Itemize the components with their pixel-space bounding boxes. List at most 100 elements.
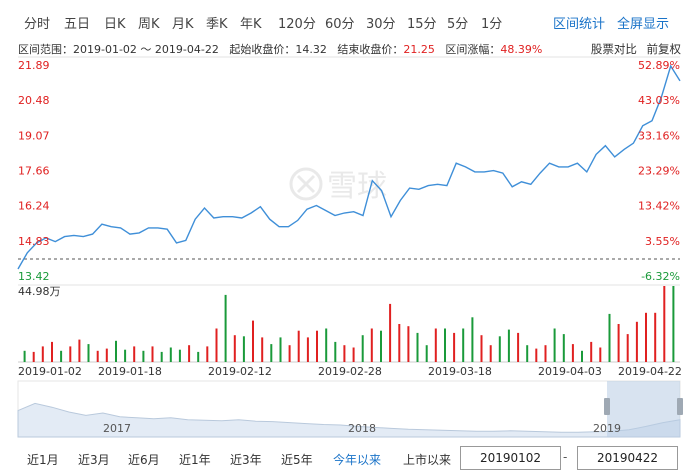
volume-bar: [105, 348, 108, 362]
range-5-years[interactable]: 近5年: [281, 453, 313, 467]
tab-15min[interactable]: 15分: [407, 17, 437, 32]
volume-bar: [380, 330, 382, 362]
tab-120min[interactable]: 120分: [278, 17, 316, 32]
volume-bar: [480, 335, 483, 362]
volume-bar: [23, 350, 26, 362]
percent-tick-label: -6.32%: [641, 270, 680, 283]
volume-bar: [489, 345, 492, 362]
tab-weekly-k[interactable]: 周K: [138, 17, 160, 32]
tab-30min[interactable]: 30分: [366, 17, 396, 32]
volume-bar: [434, 328, 437, 362]
range-1-year[interactable]: 近1年: [179, 453, 211, 467]
date-tick-label: 2019-04-22: [618, 365, 682, 378]
volume-bar: [672, 286, 675, 362]
volume-bar: [343, 345, 346, 362]
percent-tick-label: 3.55%: [645, 235, 680, 248]
tab-daily-k[interactable]: 日K: [104, 17, 126, 32]
adjust-button[interactable]: 前复权: [646, 42, 682, 56]
fullscreen-link[interactable]: 全屏显示: [617, 17, 670, 32]
volume-bar: [160, 351, 163, 362]
tab-intraday[interactable]: 分时: [24, 17, 51, 32]
volume-bar: [316, 330, 318, 362]
volume-bar: [51, 341, 53, 362]
range-info: 区间范围：2019-01-02 ～ 2019-04-22 起始收盘价：14.32…: [18, 41, 542, 57]
volume-bar: [599, 347, 602, 362]
volume-bar: [325, 328, 328, 362]
xueqiu-logo-mark: [296, 174, 316, 194]
price-tick-label: 17.66: [18, 165, 50, 178]
navigator-selection[interactable]: [607, 381, 680, 437]
volume-bar: [590, 341, 593, 362]
range-1-month[interactable]: 近1月: [27, 453, 59, 467]
tab-monthly-k[interactable]: 月K: [172, 17, 194, 32]
volume-bar: [115, 340, 117, 362]
date-from-input[interactable]: [460, 446, 561, 470]
volume-bar: [407, 326, 410, 362]
range-stats-link[interactable]: 区间统计: [553, 17, 606, 32]
volume-bar: [608, 313, 611, 362]
volume-bar: [526, 345, 529, 362]
volume-bar: [87, 344, 90, 362]
volume-bar: [151, 346, 154, 362]
volume-bar: [562, 334, 565, 362]
date-tick-label: 2019-02-28: [318, 365, 382, 378]
volume-bar: [188, 345, 191, 362]
volume-bars: [23, 286, 675, 362]
range-since-listing[interactable]: 上市以来: [403, 453, 452, 467]
percent-tick-label: 52.89%: [638, 59, 680, 72]
volume-bar: [370, 328, 373, 362]
navigator-left-handle[interactable]: [604, 398, 610, 415]
volume-bar: [279, 337, 282, 362]
volume-bar: [453, 332, 456, 362]
volume-bar: [544, 345, 547, 362]
tab-1min[interactable]: 1分: [481, 17, 503, 32]
end-value: 21.25: [403, 43, 435, 56]
tab-yearly-k[interactable]: 年K: [240, 17, 262, 32]
volume-bar: [507, 329, 510, 362]
volume-bar: [352, 347, 355, 362]
overview-navigator[interactable]: 2017 2018 2019: [17, 380, 683, 438]
start-label: 起始收盘价：: [229, 43, 296, 56]
volume-bar: [571, 344, 574, 362]
volume-bar: [69, 346, 72, 362]
overview-year-2017: 2017: [103, 422, 131, 435]
date-tick-label: 2019-04-03: [538, 365, 602, 378]
volume-bar: [444, 328, 446, 362]
percent-tick-label: 23.29%: [638, 165, 680, 178]
date-tick-label: 2019-01-02: [18, 365, 82, 378]
volume-bar: [553, 328, 556, 362]
volume-bar: [498, 336, 501, 362]
price-tick-label: 21.89: [18, 59, 50, 72]
change-label: 区间涨幅：: [445, 43, 501, 56]
date-tick-label: 2019-02-12: [208, 365, 272, 378]
percent-tick-label: 13.42%: [638, 200, 680, 213]
price-tick-label: 13.42: [18, 270, 50, 283]
percent-tick-label: 43.03%: [638, 94, 680, 107]
range-6-months[interactable]: 近6月: [128, 453, 160, 467]
volume-bar: [96, 350, 99, 362]
period-tabs: 分时 五日 日K 周K 月K 季K 年K 120分 60分 30分 15分 5分…: [0, 0, 700, 40]
date-separator: -: [563, 450, 568, 464]
tab-5min[interactable]: 5分: [447, 17, 469, 32]
stock-compare-button[interactable]: 股票对比: [590, 42, 637, 56]
volume-bar: [242, 336, 245, 362]
range-3-years[interactable]: 近3年: [230, 453, 262, 467]
price-line: [17, 64, 681, 270]
volume-bar: [197, 351, 200, 362]
volume-bar: [416, 332, 419, 362]
tab-quarterly-k[interactable]: 季K: [206, 17, 228, 32]
tab-five-day[interactable]: 五日: [64, 17, 91, 32]
range-ytd[interactable]: 今年以来: [333, 453, 382, 467]
volume-bar: [626, 334, 629, 362]
tab-60min[interactable]: 60分: [325, 17, 355, 32]
navigator-right-handle[interactable]: [677, 398, 683, 415]
date-to-input[interactable]: [577, 446, 678, 470]
volume-bar: [233, 335, 236, 362]
volume-bar: [270, 344, 273, 362]
range-3-months[interactable]: 近3月: [78, 453, 110, 467]
volume-bar: [663, 286, 666, 362]
volume-bar: [142, 350, 145, 362]
volume-bar: [261, 337, 264, 362]
volume-bar: [462, 328, 465, 362]
